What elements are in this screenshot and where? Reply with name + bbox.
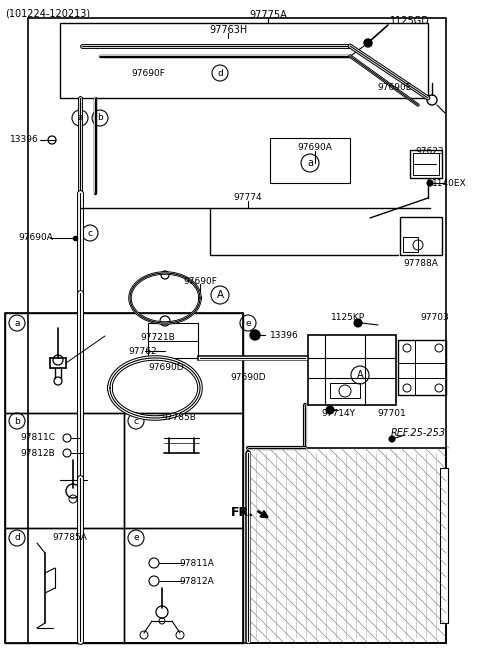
Text: 1125KP: 1125KP (331, 313, 365, 323)
Text: 97703: 97703 (420, 313, 449, 323)
Bar (330, 383, 360, 398)
Bar (148, 323, 198, 358)
Text: 97701: 97701 (378, 409, 407, 417)
Text: 97690A: 97690A (298, 144, 333, 153)
Text: b: b (97, 114, 103, 123)
Text: a: a (77, 114, 83, 123)
Text: a: a (307, 158, 313, 168)
Text: 97690E: 97690E (378, 84, 412, 93)
Text: 97690D: 97690D (230, 374, 266, 383)
Bar (5, 313, 243, 413)
Bar (270, 138, 350, 183)
Bar (400, 217, 442, 255)
Bar (124, 413, 243, 528)
Text: 97623: 97623 (415, 146, 444, 155)
Text: 97690D: 97690D (148, 364, 184, 372)
Text: 13396: 13396 (270, 330, 299, 340)
Text: 97775A: 97775A (249, 10, 287, 20)
Text: b: b (14, 417, 20, 426)
Bar (60, 23, 428, 98)
Text: (101224-120213): (101224-120213) (5, 8, 90, 18)
Bar (308, 335, 396, 405)
Text: d: d (14, 534, 20, 543)
Text: 97763H: 97763H (209, 25, 247, 35)
Text: 97785A: 97785A (53, 534, 87, 543)
Circle shape (364, 39, 372, 47)
Text: 97690F: 97690F (131, 69, 165, 78)
Text: 97774: 97774 (234, 193, 262, 202)
Bar (28, 18, 446, 643)
Bar (248, 448, 446, 643)
Text: d: d (217, 69, 223, 78)
Text: 1125GD: 1125GD (390, 16, 430, 26)
Text: 97785B: 97785B (162, 413, 196, 422)
Bar (440, 468, 448, 623)
Circle shape (389, 436, 395, 442)
Text: 1140EX: 1140EX (432, 178, 467, 187)
Text: 97690A: 97690A (18, 234, 53, 242)
Text: 97811C: 97811C (20, 434, 55, 443)
Circle shape (250, 330, 260, 340)
Text: 97690F: 97690F (183, 276, 217, 285)
Text: 97714Y: 97714Y (321, 409, 355, 417)
Text: 13396: 13396 (10, 136, 39, 144)
Text: 97811A: 97811A (179, 558, 214, 567)
Bar (410, 150, 442, 178)
Bar (413, 153, 439, 175)
Text: FR.: FR. (230, 507, 253, 520)
Bar (403, 237, 418, 252)
Text: 97721B: 97721B (140, 334, 175, 343)
Text: a: a (14, 319, 20, 328)
Text: c: c (133, 417, 139, 426)
Text: A: A (216, 290, 224, 300)
Bar (5, 413, 124, 528)
Bar (398, 340, 446, 395)
Circle shape (354, 319, 362, 327)
Text: e: e (245, 319, 251, 328)
Text: A: A (357, 370, 363, 380)
Circle shape (326, 406, 334, 414)
Bar (5, 313, 243, 643)
Text: e: e (133, 534, 139, 543)
Text: 97812B: 97812B (20, 449, 55, 458)
Text: REF.25-253: REF.25-253 (390, 428, 445, 438)
Text: 97762: 97762 (128, 347, 156, 355)
Text: 97788A: 97788A (404, 259, 438, 268)
Bar (5, 528, 124, 643)
Bar (124, 528, 243, 643)
Circle shape (427, 180, 433, 186)
Text: c: c (87, 229, 93, 238)
Text: 97812A: 97812A (179, 577, 214, 586)
